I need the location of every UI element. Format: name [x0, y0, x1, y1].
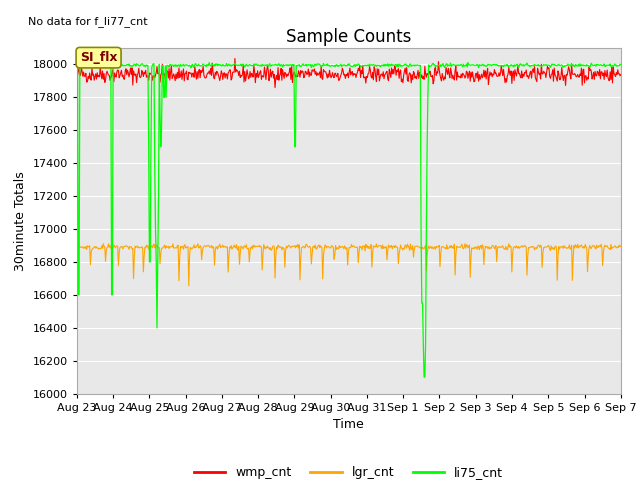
- X-axis label: Time: Time: [333, 418, 364, 431]
- Text: SI_flx: SI_flx: [80, 51, 117, 64]
- Y-axis label: 30minute Totals: 30minute Totals: [14, 171, 27, 271]
- Text: No data for f_li77_cnt: No data for f_li77_cnt: [28, 16, 147, 27]
- Title: Sample Counts: Sample Counts: [286, 28, 412, 47]
- Legend: wmp_cnt, lgr_cnt, li75_cnt: wmp_cnt, lgr_cnt, li75_cnt: [189, 461, 508, 480]
